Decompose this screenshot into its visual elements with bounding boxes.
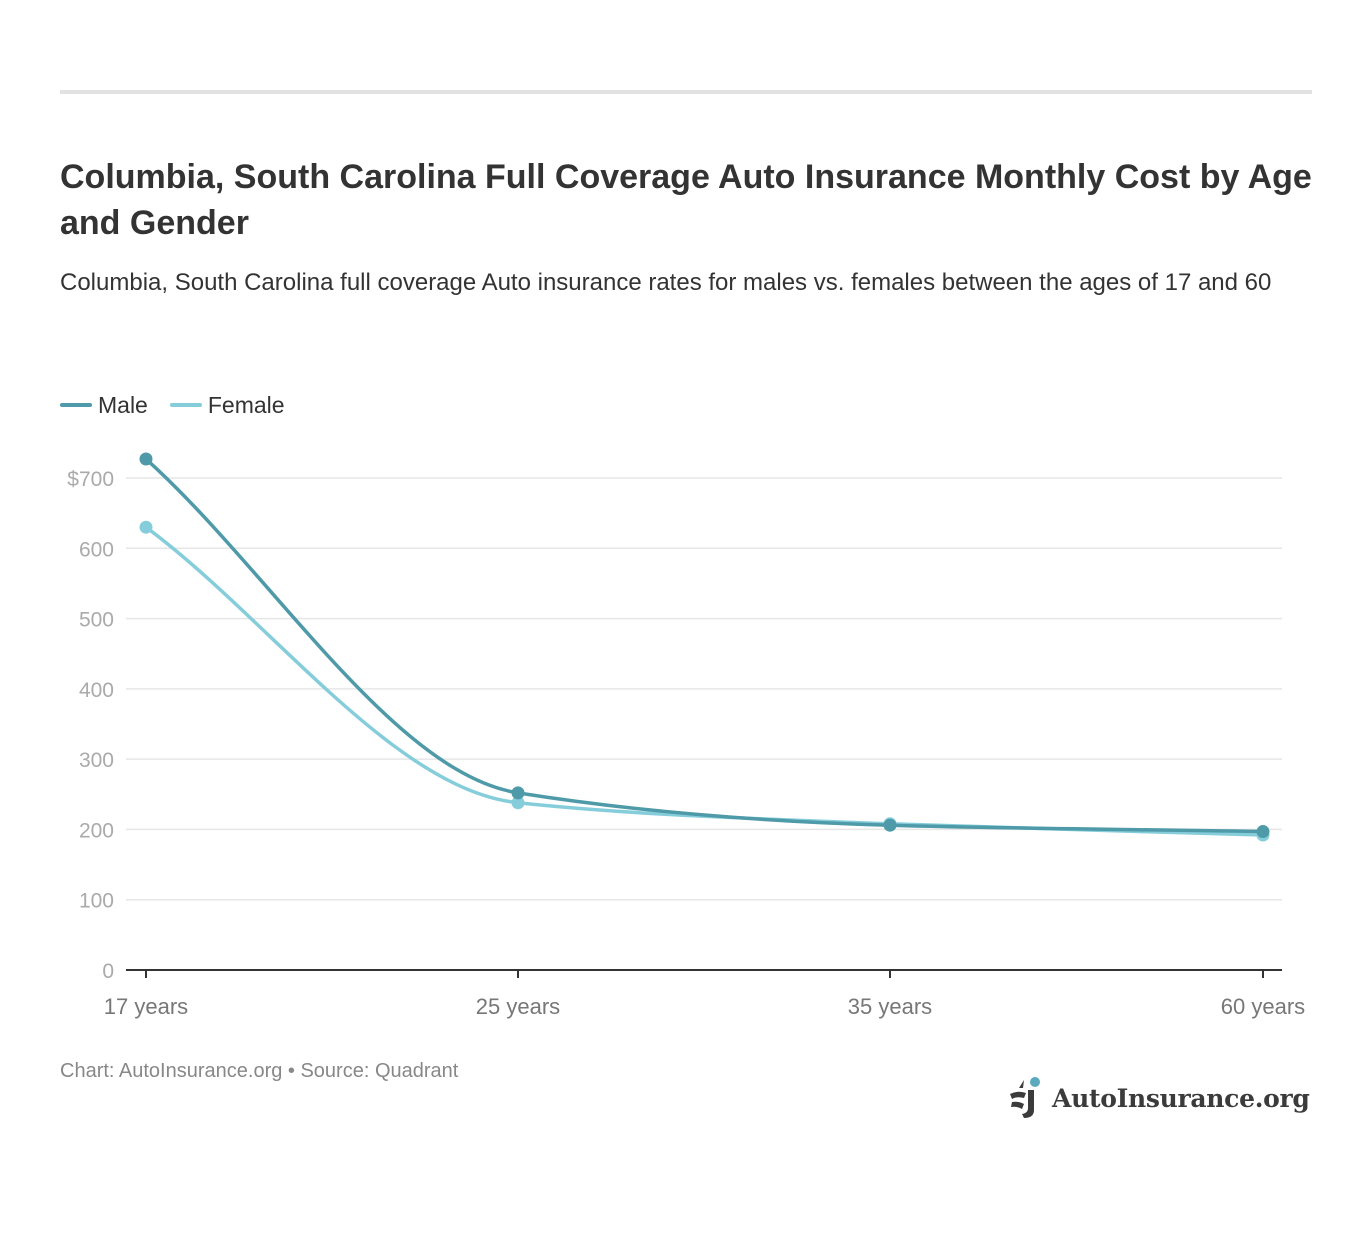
y-tick-label: 500 <box>79 609 114 632</box>
legend-item-female[interactable]: Female <box>169 391 285 419</box>
legend-swatch-male <box>60 403 92 407</box>
y-tick-label: 100 <box>79 890 114 913</box>
x-tick-label: 60 years <box>1221 994 1305 1019</box>
y-tick-label: 300 <box>79 749 114 772</box>
data-point-female <box>139 520 153 534</box>
x-tick-label: 25 years <box>476 994 560 1019</box>
x-tick-label: 35 years <box>848 994 932 1019</box>
data-point-male <box>1256 825 1270 839</box>
chart-source-footer: Chart: AutoInsurance.org • Source: Quadr… <box>60 1060 459 1082</box>
line-chart: 0 100 200 300 400 500 600 $700 17 years 25 years 3… <box>67 452 1305 1019</box>
legend-swatch-female <box>169 403 202 407</box>
legend-label-female: Female <box>207 391 285 418</box>
legend-label-male: Male <box>98 391 148 418</box>
series-line-male <box>144 457 1265 834</box>
data-point-male <box>139 452 153 466</box>
data-point-female <box>511 796 525 810</box>
x-tick-label: 17 years <box>104 994 188 1019</box>
y-tick-label: 200 <box>79 819 114 842</box>
data-point-male <box>883 818 897 832</box>
logo-text: AutoInsurance.org <box>1052 1083 1310 1113</box>
top-divider <box>60 90 1312 94</box>
legend-item-male[interactable]: Male <box>60 392 148 419</box>
y-tick-label: 600 <box>79 538 114 561</box>
chart-title: Columbia, South Carolina Full Coverage A… <box>60 158 1312 242</box>
series-line-female <box>144 525 1265 837</box>
data-point-male <box>511 786 525 800</box>
chart-legend: Male Female <box>60 390 307 420</box>
autoinsurance-logo[interactable]: AutoInsurance.org <box>1006 1076 1310 1120</box>
chart-subtitle: Columbia, South Carolina full coverage A… <box>60 269 1272 296</box>
y-tick-label: 400 <box>79 679 114 702</box>
y-tick-label: $700 <box>67 468 114 491</box>
auto-insurance-logo-icon <box>1010 1077 1040 1118</box>
y-tick-label: 0 <box>102 960 114 983</box>
